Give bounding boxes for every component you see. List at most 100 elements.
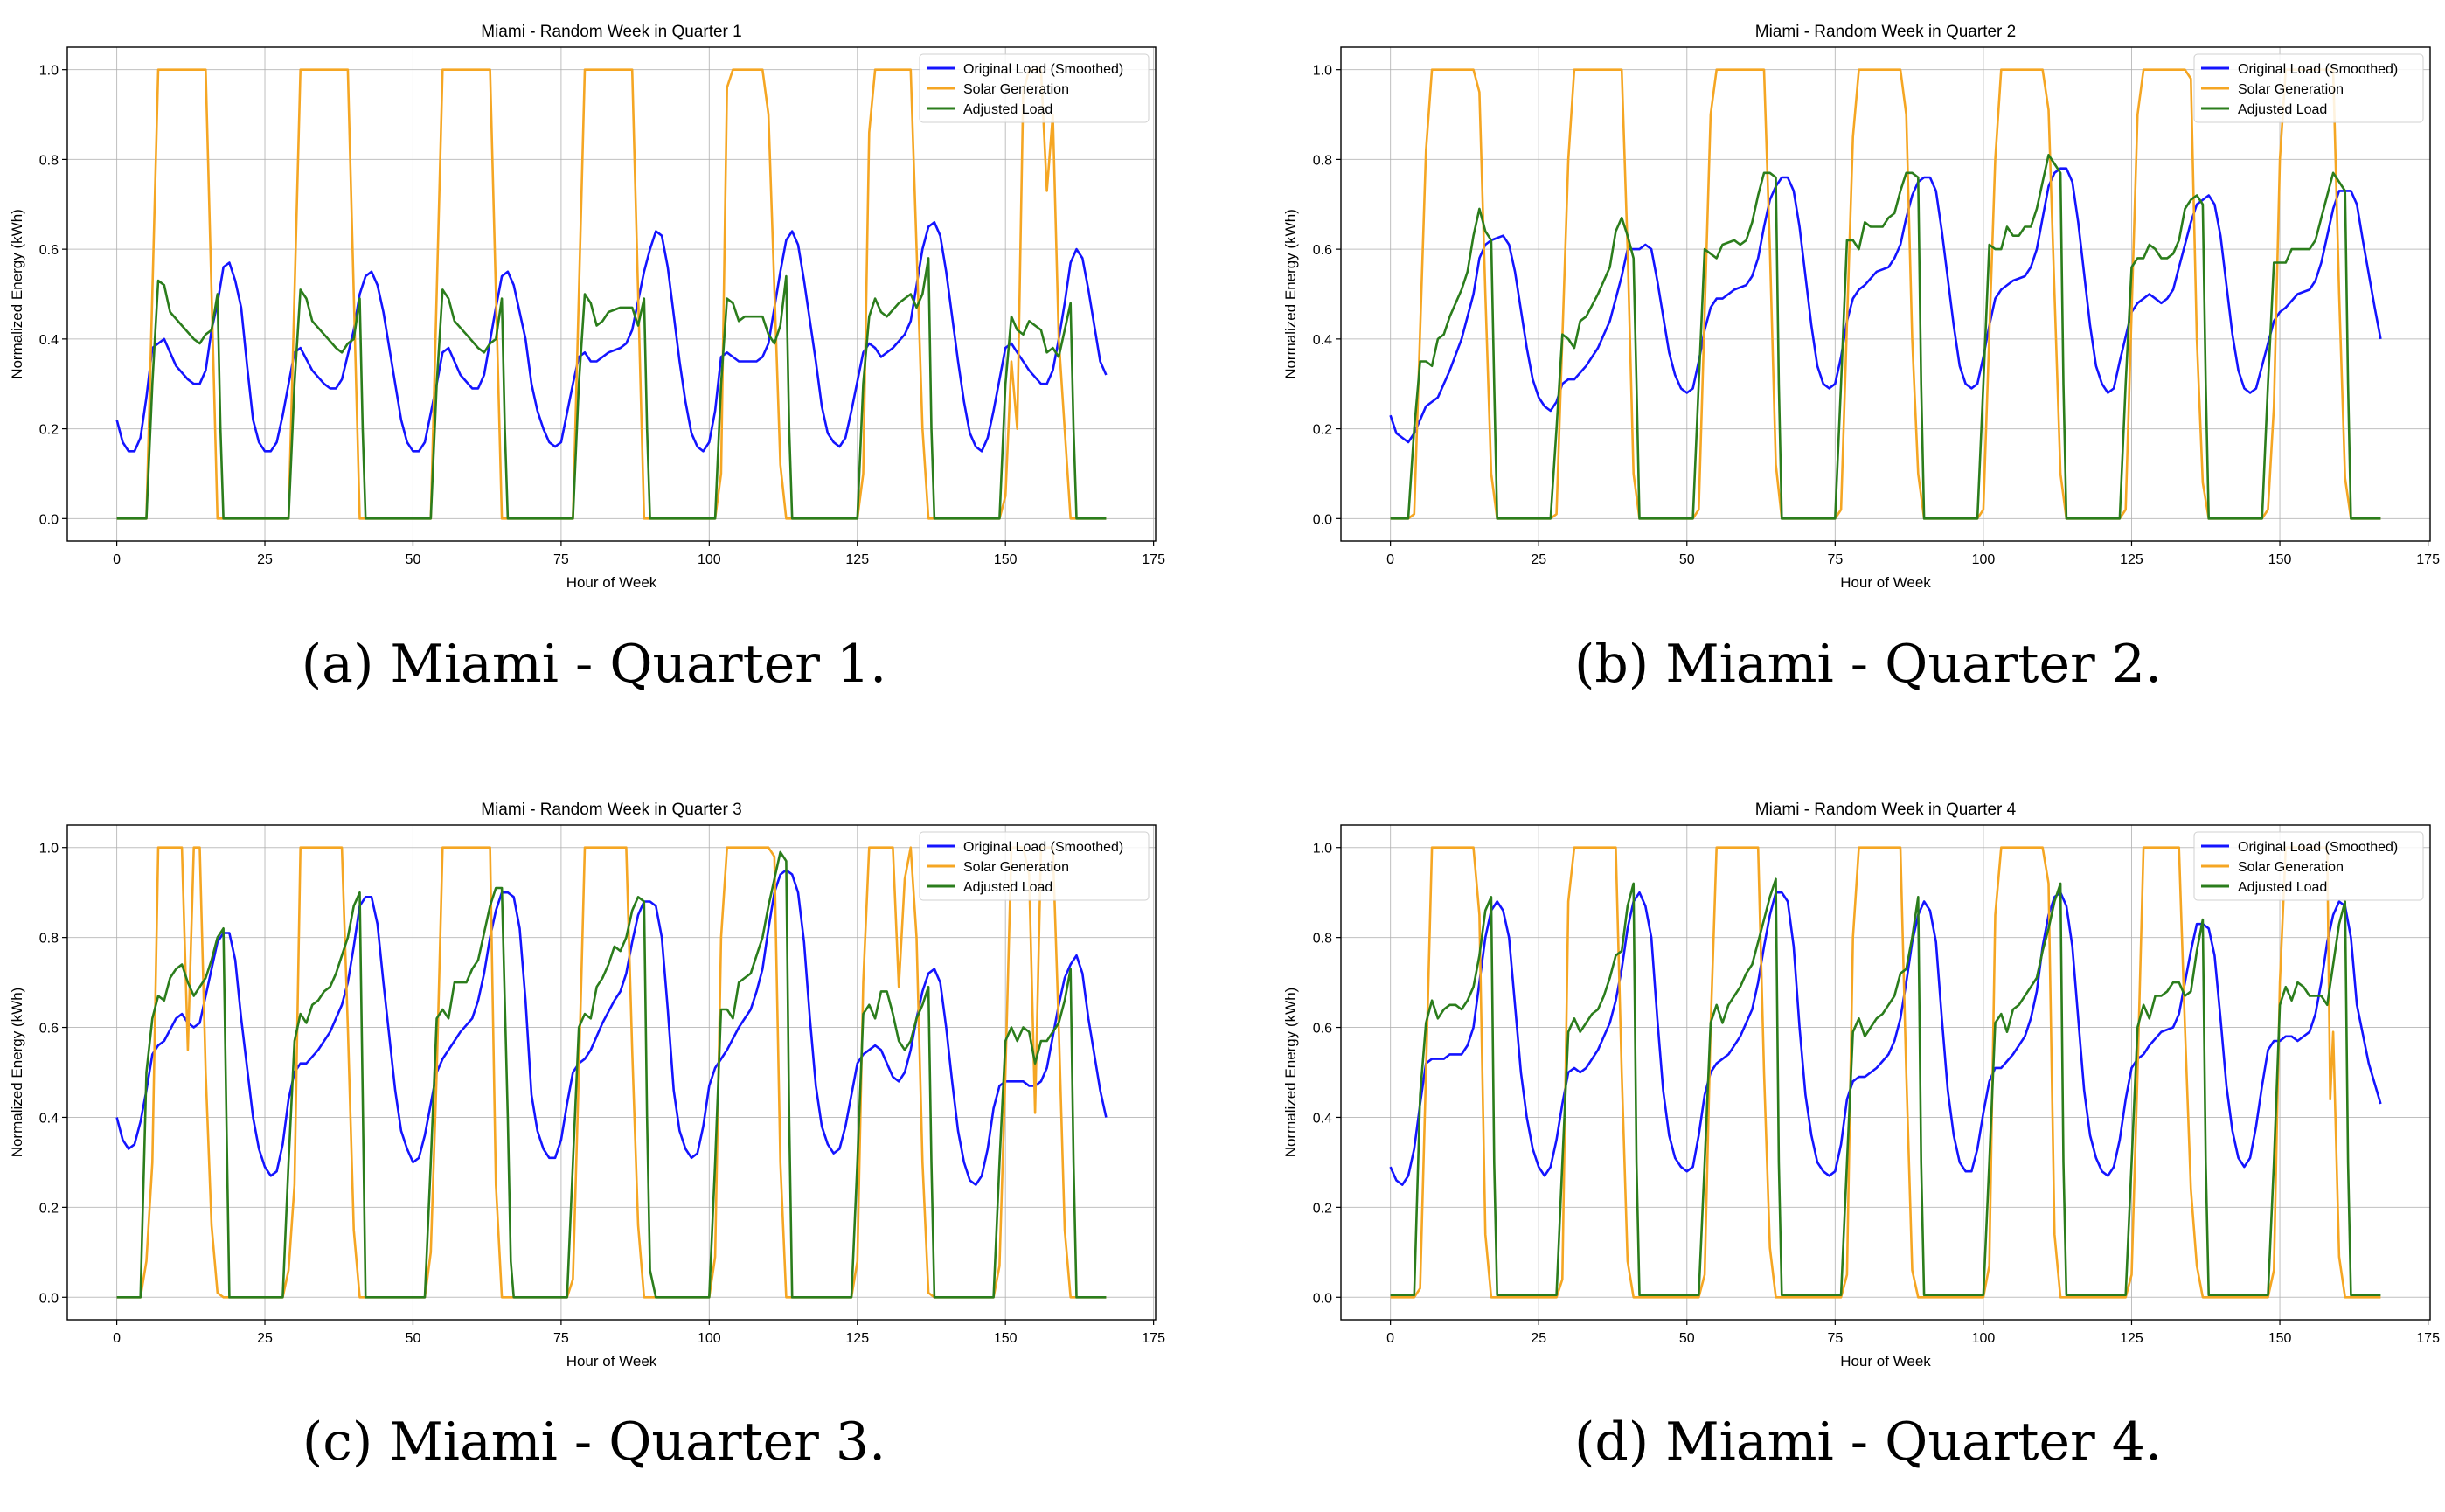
chart-title: Miami - Random Week in Quarter 2 <box>1755 23 2016 41</box>
legend-label-solar: Solar Generation <box>2238 860 2344 875</box>
x-tick-label: 75 <box>1827 552 1843 567</box>
chart-title: Miami - Random Week in Quarter 3 <box>481 801 741 819</box>
x-tick-label: 75 <box>553 1331 569 1346</box>
y-tick-label: 0.6 <box>39 243 59 258</box>
x-tick-label: 150 <box>2268 1331 2292 1346</box>
y-tick-label: 0.0 <box>39 1291 59 1306</box>
y-axis-label: Normalized Energy (kWh) <box>9 988 25 1158</box>
chart-panel-q2: 0 25 50 75 100 125 150 175 0.0 0.2 0.4 0.6 0.8 1.0 Mia… <box>1282 23 2440 591</box>
x-tick-label: 175 <box>1142 1331 1165 1346</box>
series-line-original <box>115 221 1108 453</box>
y-tick-label: 0.6 <box>1313 243 1332 258</box>
series-line-adjusted <box>1390 877 2381 1296</box>
legend-label-adjusted: Adjusted Load <box>2238 102 2327 117</box>
x-tick-label: 125 <box>845 552 869 567</box>
legend-box <box>919 831 1150 901</box>
legend: Original Load (Smoothed) Solar Generation… <box>2193 53 2424 123</box>
legend: Original Load (Smoothed) Solar Generation… <box>919 53 1150 123</box>
x-tick-label: 150 <box>994 1331 1018 1346</box>
x-tick-label: 75 <box>553 552 569 567</box>
x-tick-label: 25 <box>257 552 273 567</box>
x-tick-label: 0 <box>113 552 121 567</box>
x-axis-label: Hour of Week <box>566 1353 657 1370</box>
y-tick-label: 0.4 <box>1313 333 1332 348</box>
series-line-original <box>115 869 1108 1186</box>
x-tick-label: 175 <box>1142 552 1165 567</box>
y-tick-label: 0.4 <box>1313 1111 1332 1126</box>
y-tick-label: 0.8 <box>39 932 59 947</box>
chart-panel-q4: 0 25 50 75 100 125 150 175 0.0 0.2 0.4 0.6 0.8 1.0 Mia… <box>1282 801 2440 1370</box>
y-tick-label: 0.0 <box>1313 1291 1332 1306</box>
x-tick-label: 100 <box>1972 552 1996 567</box>
y-tick-label: 0.8 <box>1313 932 1332 947</box>
y-tick-label: 0.6 <box>1313 1022 1332 1037</box>
series-line-original <box>1389 891 2382 1186</box>
x-tick-label: 125 <box>845 1331 869 1346</box>
chart-title: Miami - Random Week in Quarter 1 <box>481 23 741 41</box>
figure-caption: (c) Miami - Quarter 3. <box>302 1411 886 1473</box>
legend-label-original: Original Load (Smoothed) <box>2238 840 2398 855</box>
legend-label-solar: Solar Generation <box>963 82 1069 97</box>
chart-panel-q3: 0 25 50 75 100 125 150 175 0.0 0.2 0.4 0.6 0.8 1.0 Mia… <box>9 801 1165 1370</box>
x-tick-label: 175 <box>2416 1331 2440 1346</box>
legend-label-original: Original Load (Smoothed) <box>963 840 1123 855</box>
legend-label-solar: Solar Generation <box>2238 82 2344 97</box>
series-line-adjusted <box>116 850 1107 1299</box>
series-line-solar <box>116 68 1107 520</box>
x-tick-label: 25 <box>1531 1331 1546 1346</box>
legend: Original Load (Smoothed) Solar Generation… <box>919 831 1150 901</box>
x-tick-label: 50 <box>406 552 421 567</box>
x-axis-label: Hour of Week <box>1840 574 1931 591</box>
plot-area <box>1341 825 2430 1320</box>
y-tick-label: 0.2 <box>39 1201 59 1216</box>
x-tick-label: 0 <box>1386 1331 1394 1346</box>
y-tick-label: 0.0 <box>1313 512 1332 527</box>
x-tick-label: 0 <box>113 1331 121 1346</box>
y-tick-label: 0.2 <box>1313 1201 1332 1216</box>
x-tick-label: 50 <box>406 1331 421 1346</box>
x-tick-label: 25 <box>257 1331 273 1346</box>
legend-label-adjusted: Adjusted Load <box>963 102 1052 117</box>
figure-caption: (d) Miami - Quarter 4. <box>1574 1411 2162 1473</box>
legend-box <box>2193 53 2424 123</box>
x-tick-label: 125 <box>2120 1331 2143 1346</box>
legend: Original Load (Smoothed) Solar Generation… <box>2193 831 2424 901</box>
x-tick-label: 100 <box>698 1331 721 1346</box>
figure-caption: (b) Miami - Quarter 2. <box>1574 634 2162 695</box>
x-tick-label: 25 <box>1531 552 1546 567</box>
legend-box <box>919 53 1150 123</box>
y-tick-label: 0.2 <box>39 423 59 438</box>
series-line-original <box>1389 167 2382 444</box>
series-line-solar <box>1390 846 2381 1299</box>
y-axis-label: Normalized Energy (kWh) <box>9 209 25 379</box>
y-tick-label: 0.6 <box>39 1022 59 1037</box>
y-tick-label: 1.0 <box>39 842 59 857</box>
x-tick-label: 0 <box>1386 552 1394 567</box>
y-tick-label: 1.0 <box>1313 64 1332 79</box>
chart-panel-q1: 0 25 50 75 100 125 150 175 0.0 0.2 0.4 0.6 0.8 1.0 Mia… <box>9 23 1165 591</box>
y-tick-label: 0.4 <box>39 333 59 348</box>
y-tick-label: 1.0 <box>1313 842 1332 857</box>
plot-area <box>1341 47 2430 541</box>
y-tick-label: 0.4 <box>39 1111 59 1126</box>
x-tick-label: 75 <box>1827 1331 1843 1346</box>
x-axis-label: Hour of Week <box>1840 1353 1931 1370</box>
x-tick-label: 150 <box>2268 552 2292 567</box>
plot-area <box>67 47 1156 541</box>
legend-label-original: Original Load (Smoothed) <box>2238 62 2398 77</box>
axes-frame <box>66 824 1157 1321</box>
y-tick-label: 0.2 <box>1313 423 1332 438</box>
x-tick-label: 150 <box>994 552 1018 567</box>
legend-label-adjusted: Adjusted Load <box>2238 880 2327 895</box>
series-line-solar <box>1390 68 2381 520</box>
y-tick-label: 0.0 <box>39 512 59 527</box>
y-axis-label: Normalized Energy (kWh) <box>1282 209 1299 379</box>
x-tick-label: 100 <box>698 552 721 567</box>
series-line-solar <box>116 846 1107 1299</box>
x-tick-label: 50 <box>1679 552 1695 567</box>
series-line-adjusted <box>116 257 1107 520</box>
legend-label-solar: Solar Generation <box>963 860 1069 875</box>
axes-frame <box>66 46 1157 542</box>
y-axis-label: Normalized Energy (kWh) <box>1282 988 1299 1158</box>
